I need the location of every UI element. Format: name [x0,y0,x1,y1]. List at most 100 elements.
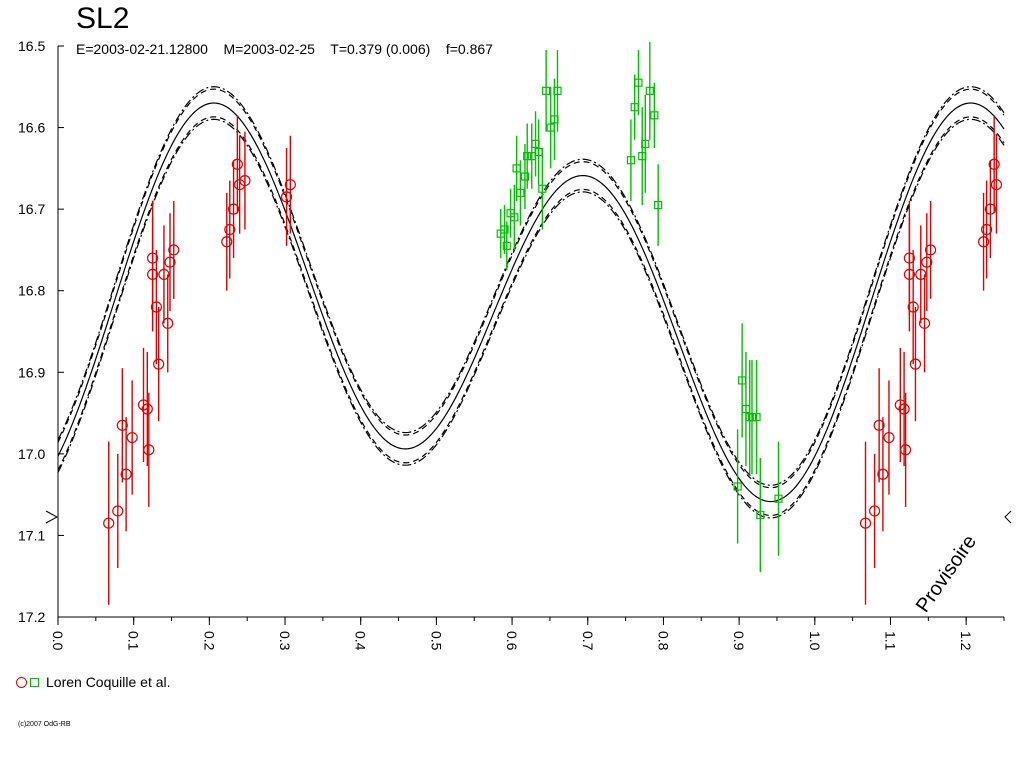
red-data-point [868,505,881,517]
left-edge-marker [45,510,59,524]
green-data-point [500,225,509,234]
green-data-point [634,78,643,87]
red-data-point [903,268,916,280]
x-tick-label: 0.9 [731,631,747,651]
green-data-point [650,111,659,120]
legend-label: Loren Coquille et al. [46,674,171,690]
red-data-point [900,444,912,456]
red-data-point [877,468,889,480]
legend: Loren Coquille et al. [16,674,171,690]
red-data-point [980,223,993,236]
red-data-point [221,236,233,248]
x-tick-label: 0.3 [277,631,293,651]
x-tick-label: 0.2 [201,631,217,651]
red-data-point [239,174,251,187]
green-data-point [641,139,650,148]
chart-subtitle: E=2003-02-21.12800 M=2003-02-25 T=0.379 … [76,41,493,57]
y-tick-label: 17.0 [18,446,45,462]
green-data-point [520,172,530,181]
right-edge-marker [1004,510,1012,524]
green-data-point [756,510,765,520]
green-data-point [626,156,635,165]
chart-title: SL2 [76,2,130,35]
red-data-point [280,191,293,203]
model-curve-lower-alt [57,116,1005,517]
x-tick-label: 0.7 [580,631,596,651]
model-curve-upper [57,86,1005,486]
red-series [103,115,1003,605]
x-tick-label: 0.6 [504,631,520,651]
red-data-point [990,179,1003,191]
y-tick-label: 16.8 [18,283,45,299]
red-data-point [103,517,115,529]
red-data-point [224,223,236,236]
model-curve-upper-alt [57,88,1005,489]
green-data-point [733,482,742,491]
red-data-point [915,268,927,280]
red-data-point [921,256,933,268]
y-tick-label: 16.6 [18,120,45,136]
red-data-point [284,179,296,191]
model-curve-mean [57,102,1005,503]
red-data-point [116,419,128,431]
x-tick-label: 1.1 [882,631,898,651]
red-data-point [147,268,159,280]
red-data-point [112,505,124,517]
red-data-point [859,517,872,529]
y-tick-label: 16.9 [18,364,45,380]
legend-circle-icon [16,676,27,688]
x-tick-label: 1.0 [807,631,823,651]
green-data-point [523,152,532,161]
red-data-point [227,203,240,215]
green-data-point [747,413,757,422]
red-data-point [150,301,162,313]
green-data-point [502,241,511,250]
y-tick-label: 17.1 [18,527,45,543]
model-curve-lower [57,118,1005,519]
red-data-point [924,244,937,256]
y-tick-label: 17.2 [18,609,45,625]
copyright-text: (c)2007 OdG-RB [18,721,71,728]
red-data-point [909,358,922,370]
red-data-point [918,317,931,329]
red-data-point [143,444,155,456]
red-data-point [126,431,138,444]
green-series [496,41,783,573]
green-data-point [542,86,551,95]
green-data-point [553,86,562,95]
red-data-point [988,158,1000,170]
x-tick-label: 1.2 [958,631,974,651]
red-data-point [168,244,180,256]
x-tick-label: 0.4 [353,631,369,651]
red-data-point [984,203,996,215]
x-tick-label: 0.5 [428,631,444,651]
model-curves [57,86,1005,519]
y-tick-label: 16.5 [18,38,45,54]
red-data-point [120,468,132,480]
x-tick-label: 0.0 [50,631,66,651]
x-tick-label: 0.1 [126,631,142,651]
red-data-point [141,403,153,415]
y-tick-label: 16.7 [18,201,45,217]
red-data-point [158,268,170,280]
red-data-point [162,317,174,329]
green-data-point [510,213,519,222]
red-data-point [231,158,243,170]
red-data-point [883,431,895,444]
axes: 16.5 16.6 16.7 16.8 16.9 17.0 17.1 17.2 0.0 0.1 0.… [18,38,1012,651]
x-tick-label: 0.8 [655,631,671,651]
green-data-point [645,86,654,95]
red-data-point [153,358,165,370]
green-data-point [516,188,525,197]
green-data-point [538,184,547,193]
legend-square-icon [30,677,39,687]
red-data-point [907,301,919,313]
red-data-point [898,403,910,415]
green-data-point [774,494,783,503]
red-data-point [873,419,885,431]
green-data-point [654,200,663,210]
red-data-point [977,236,990,248]
green-data-point [752,413,761,422]
